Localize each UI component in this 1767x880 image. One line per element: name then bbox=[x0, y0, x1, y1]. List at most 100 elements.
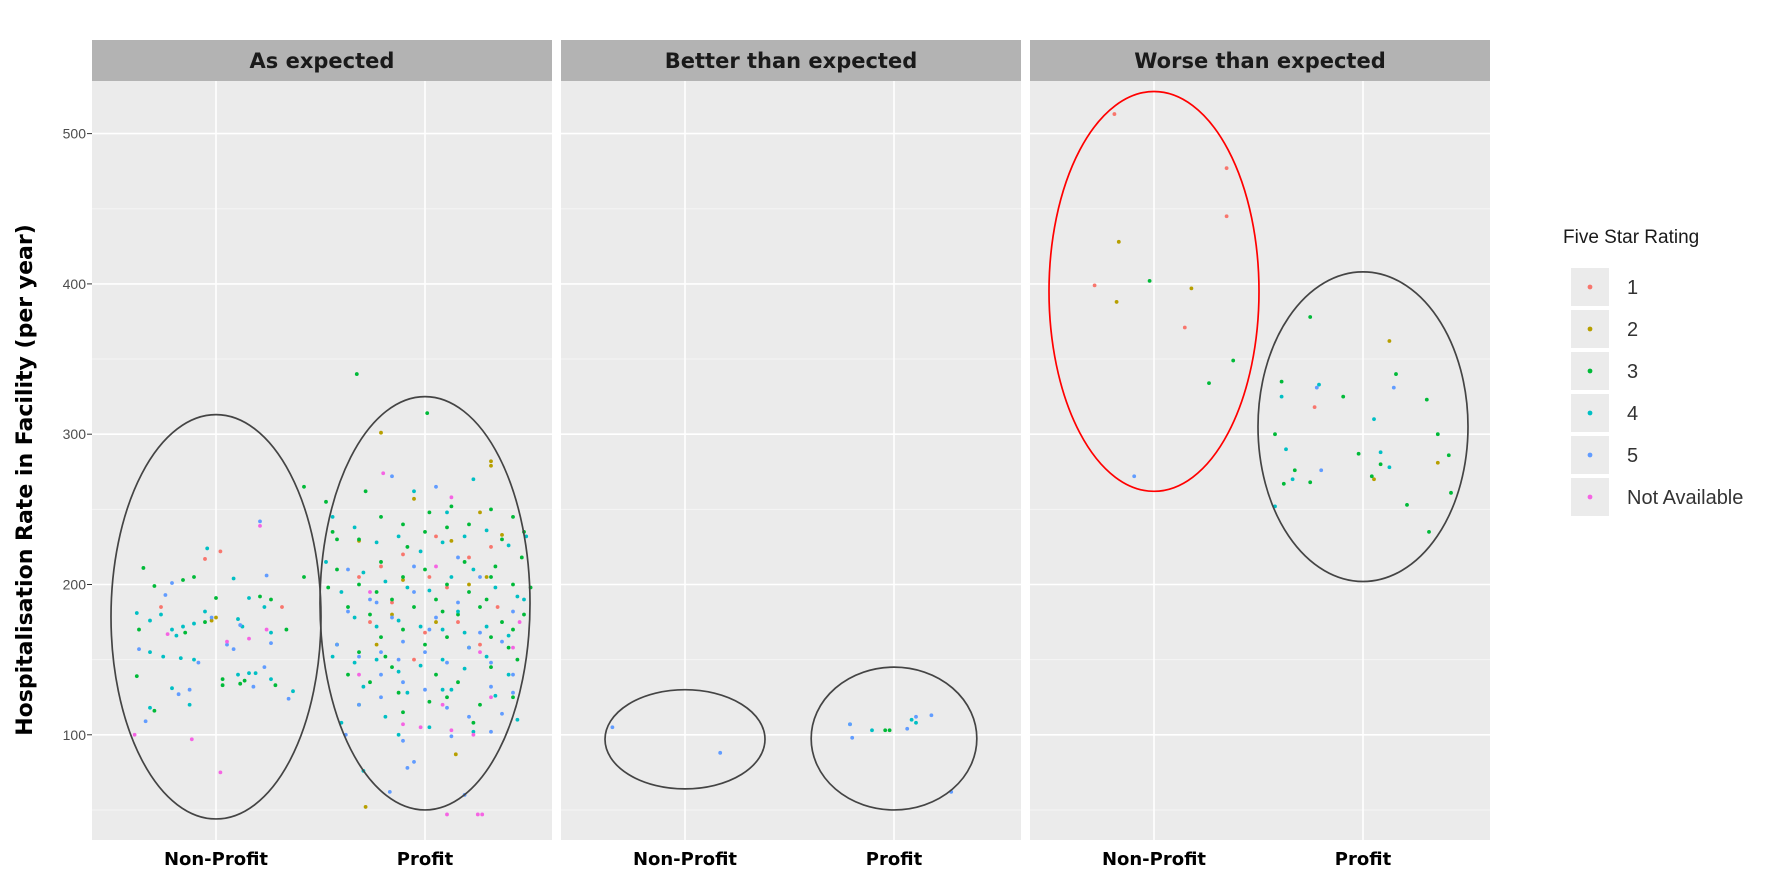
data-point bbox=[1369, 474, 1374, 479]
data-point bbox=[1207, 381, 1211, 385]
data-point bbox=[1231, 358, 1236, 363]
data-point bbox=[218, 770, 223, 775]
data-point bbox=[412, 657, 416, 662]
data-point bbox=[346, 567, 350, 572]
data-point bbox=[412, 759, 416, 764]
data-point bbox=[1116, 239, 1121, 244]
data-point bbox=[238, 681, 243, 686]
panels: 100 200 300 400 500 As expected Non-Profit Prof… bbox=[63, 40, 1490, 870]
data-point bbox=[456, 612, 460, 617]
data-point bbox=[427, 588, 432, 593]
data-point bbox=[383, 654, 388, 659]
data-point bbox=[445, 510, 449, 515]
data-point bbox=[445, 585, 449, 590]
data-point bbox=[1394, 372, 1398, 376]
data-point bbox=[610, 725, 615, 730]
data-point bbox=[269, 597, 273, 602]
data-point bbox=[357, 537, 361, 542]
data-point bbox=[478, 702, 482, 707]
legend: Five Star Rating 1 2 3 4 5 Not Available bbox=[1563, 227, 1743, 516]
data-point bbox=[489, 575, 493, 579]
data-point bbox=[181, 624, 185, 629]
data-point bbox=[396, 534, 401, 539]
data-point bbox=[467, 522, 471, 527]
data-point bbox=[1387, 465, 1392, 470]
data-point bbox=[379, 650, 383, 655]
data-point bbox=[163, 593, 168, 597]
data-point bbox=[511, 627, 515, 632]
data-point bbox=[445, 635, 449, 639]
data-point bbox=[368, 597, 372, 602]
data-point bbox=[187, 687, 192, 692]
data-point bbox=[440, 540, 445, 545]
data-point bbox=[379, 564, 383, 569]
data-point bbox=[522, 612, 526, 617]
data-point bbox=[434, 672, 438, 677]
data-point bbox=[401, 627, 405, 632]
data-point bbox=[220, 677, 225, 682]
data-point bbox=[396, 618, 401, 623]
data-point bbox=[517, 620, 522, 624]
data-point bbox=[445, 705, 449, 710]
y-axis-label: Hospitalisation Rate in Facility (per ye… bbox=[13, 224, 38, 736]
data-point bbox=[390, 615, 394, 620]
data-point bbox=[427, 725, 432, 730]
data-point bbox=[379, 695, 383, 700]
data-point bbox=[196, 660, 201, 665]
data-point bbox=[449, 575, 454, 579]
data-point bbox=[471, 567, 476, 572]
data-point bbox=[440, 702, 445, 707]
data-point bbox=[401, 639, 405, 644]
data-point bbox=[489, 507, 493, 512]
data-point bbox=[148, 618, 152, 623]
data-point bbox=[143, 719, 148, 724]
data-point bbox=[909, 717, 914, 722]
data-point bbox=[141, 566, 146, 570]
data-point bbox=[434, 597, 438, 602]
data-point bbox=[427, 510, 432, 515]
data-point bbox=[286, 696, 291, 701]
data-point bbox=[522, 597, 526, 602]
data-point bbox=[500, 639, 504, 644]
data-point bbox=[423, 529, 427, 534]
data-point bbox=[374, 540, 379, 545]
data-point bbox=[511, 609, 515, 614]
data-point bbox=[423, 630, 427, 635]
data-point bbox=[236, 672, 240, 677]
data-point bbox=[1284, 447, 1288, 452]
data-point bbox=[445, 695, 449, 700]
data-point bbox=[189, 737, 194, 742]
data-point bbox=[914, 714, 918, 719]
data-point bbox=[401, 722, 405, 727]
data-point bbox=[1449, 490, 1453, 495]
data-point bbox=[449, 504, 454, 509]
x-tick-label: Non-Profit bbox=[633, 849, 737, 870]
data-point bbox=[1290, 477, 1295, 482]
data-point bbox=[396, 669, 401, 674]
data-point bbox=[471, 477, 476, 482]
legend-swatch bbox=[1587, 284, 1593, 290]
data-point bbox=[1132, 474, 1137, 479]
data-point bbox=[262, 665, 267, 670]
data-point bbox=[269, 630, 273, 635]
data-point bbox=[381, 471, 386, 476]
data-point bbox=[1435, 432, 1440, 437]
data-point bbox=[423, 687, 427, 692]
cluster-ellipse bbox=[604, 688, 766, 790]
data-point bbox=[390, 612, 394, 617]
legend-entry-label: 2 bbox=[1627, 319, 1638, 341]
data-point bbox=[929, 713, 934, 718]
data-point bbox=[357, 650, 361, 655]
data-point bbox=[1189, 286, 1194, 291]
data-point bbox=[264, 573, 269, 578]
data-point bbox=[324, 560, 328, 564]
data-point bbox=[242, 678, 247, 683]
data-point bbox=[440, 687, 445, 692]
data-point bbox=[1387, 339, 1392, 343]
data-point bbox=[462, 666, 467, 671]
data-point bbox=[368, 612, 372, 617]
data-point bbox=[161, 654, 166, 659]
data-point bbox=[467, 555, 471, 560]
data-point bbox=[405, 545, 410, 549]
data-point bbox=[405, 765, 410, 770]
